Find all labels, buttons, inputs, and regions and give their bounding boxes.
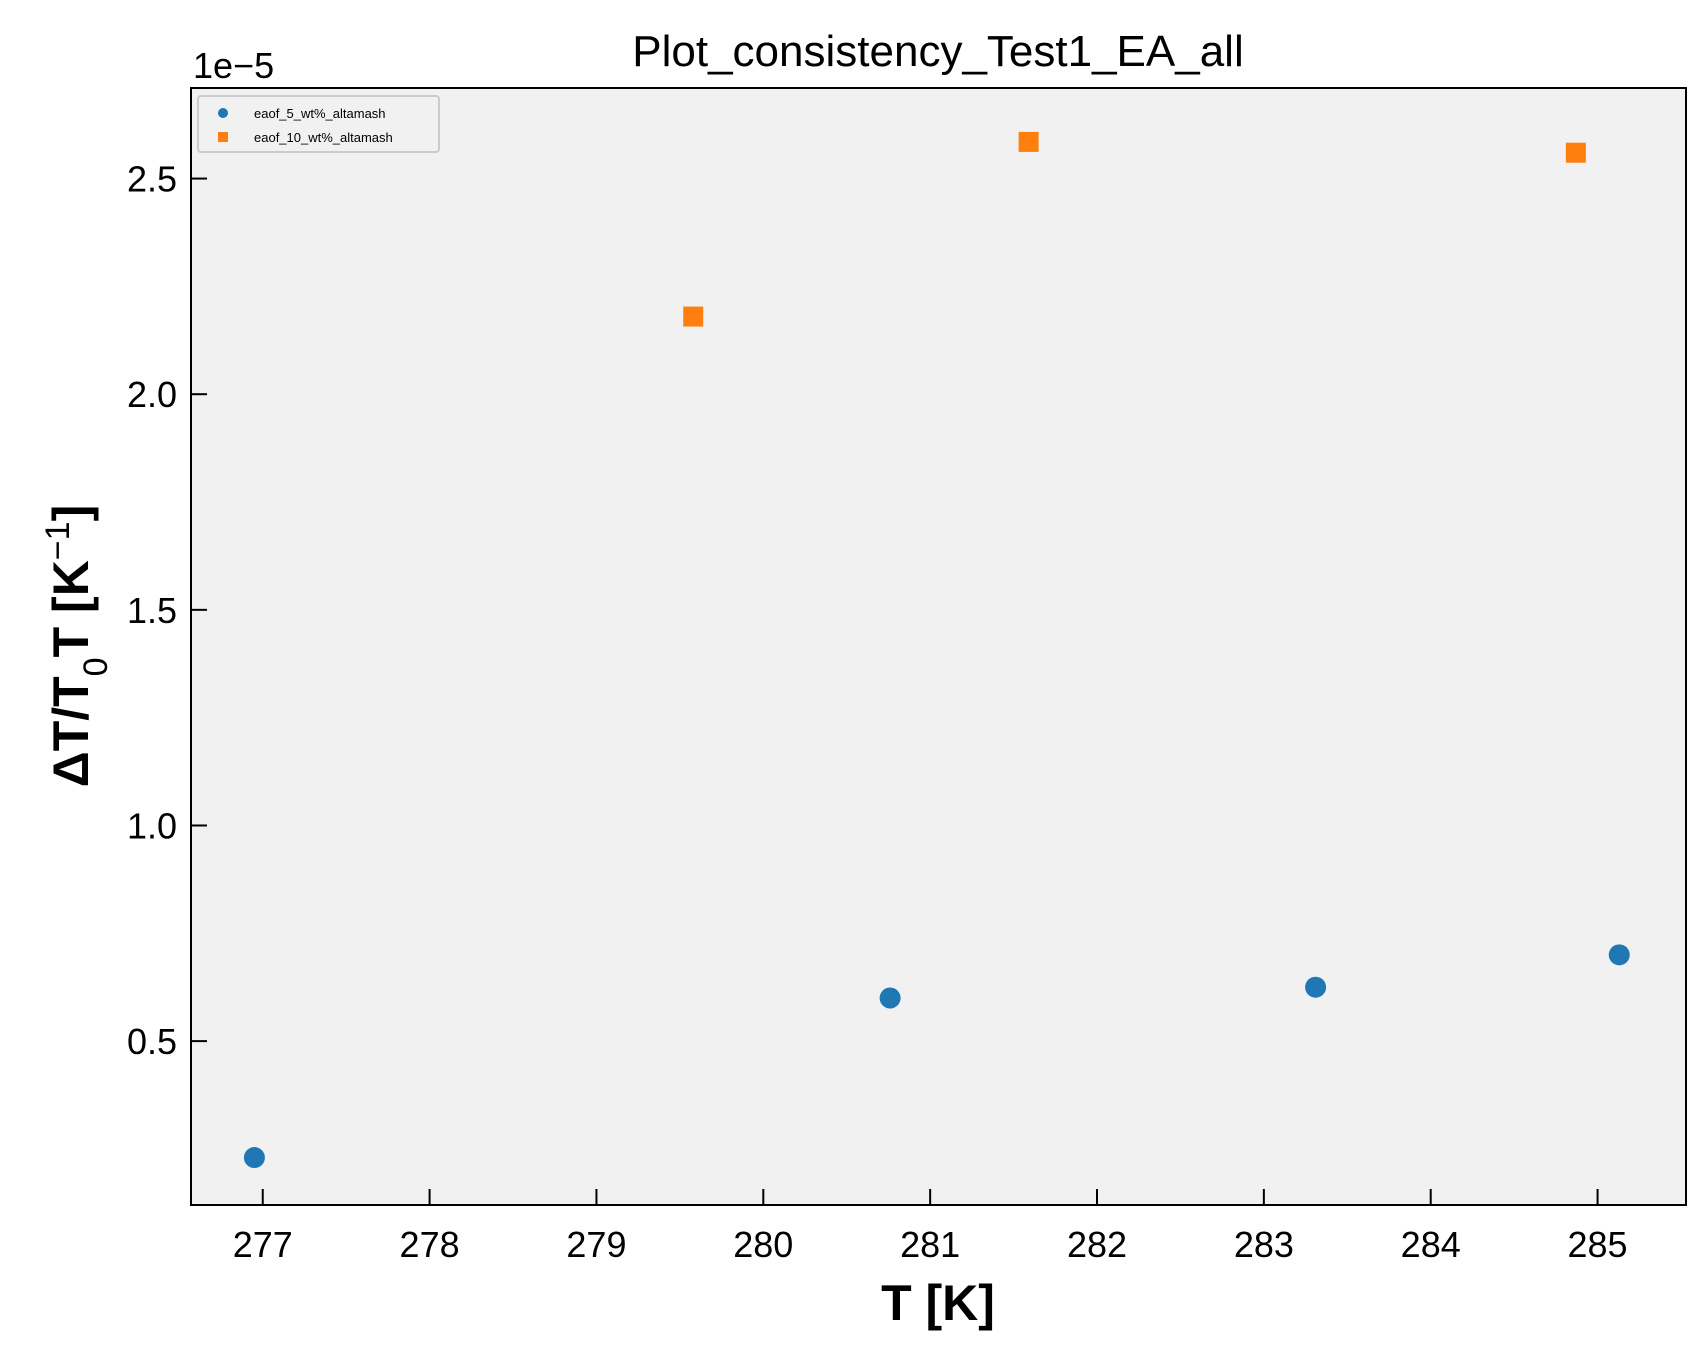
data-point-circle	[1305, 976, 1327, 998]
y-tick-label: 0.5	[127, 1021, 177, 1062]
x-tick-label: 278	[400, 1224, 460, 1265]
chart-title: Plot_consistency_Test1_EA_all	[632, 27, 1243, 76]
legend-label: eaof_5_wt%_altamash	[254, 106, 386, 121]
data-point-circle	[243, 1147, 265, 1169]
legend-label: eaof_10_wt%_altamash	[254, 130, 393, 145]
legend-marker-square	[218, 132, 228, 142]
data-point-square	[1565, 142, 1586, 163]
y-offset-label: 1e−5	[193, 45, 274, 86]
x-tick-label: 277	[233, 1224, 293, 1265]
data-points	[243, 131, 1630, 1169]
y-tick-label: 2.0	[127, 374, 177, 415]
legend: eaof_5_wt%_altamash eaof_10_wt%_altamash	[197, 95, 440, 153]
x-tick-label: 284	[1401, 1224, 1461, 1265]
x-tick-label: 285	[1568, 1224, 1628, 1265]
x-tick-label: 282	[1067, 1224, 1127, 1265]
x-tick-label: 279	[566, 1224, 626, 1265]
data-point-circle	[879, 987, 901, 1009]
y-axis-ticks: 0.5 1.0 1.5 2.0 2.5	[127, 159, 207, 1062]
x-axis-ticks: 277 278 279 280 281 282 283 284 285	[233, 1189, 1628, 1265]
legend-marker-circle	[218, 108, 228, 118]
plot-area	[190, 87, 1687, 1206]
x-tick-label: 280	[733, 1224, 793, 1265]
x-tick-label: 281	[900, 1224, 960, 1265]
x-tick-label: 283	[1234, 1224, 1294, 1265]
data-point-square	[1018, 131, 1039, 152]
legend-frame	[197, 95, 440, 153]
y-tick-label: 1.0	[127, 805, 177, 846]
data-point-circle	[1608, 944, 1630, 966]
x-axis-label: T [K]	[881, 1275, 995, 1331]
y-tick-label: 1.5	[127, 590, 177, 631]
y-axis-label: ΔT/T0T [K−1]	[39, 505, 115, 787]
y-tick-label: 2.5	[127, 159, 177, 200]
data-point-square	[683, 306, 704, 327]
